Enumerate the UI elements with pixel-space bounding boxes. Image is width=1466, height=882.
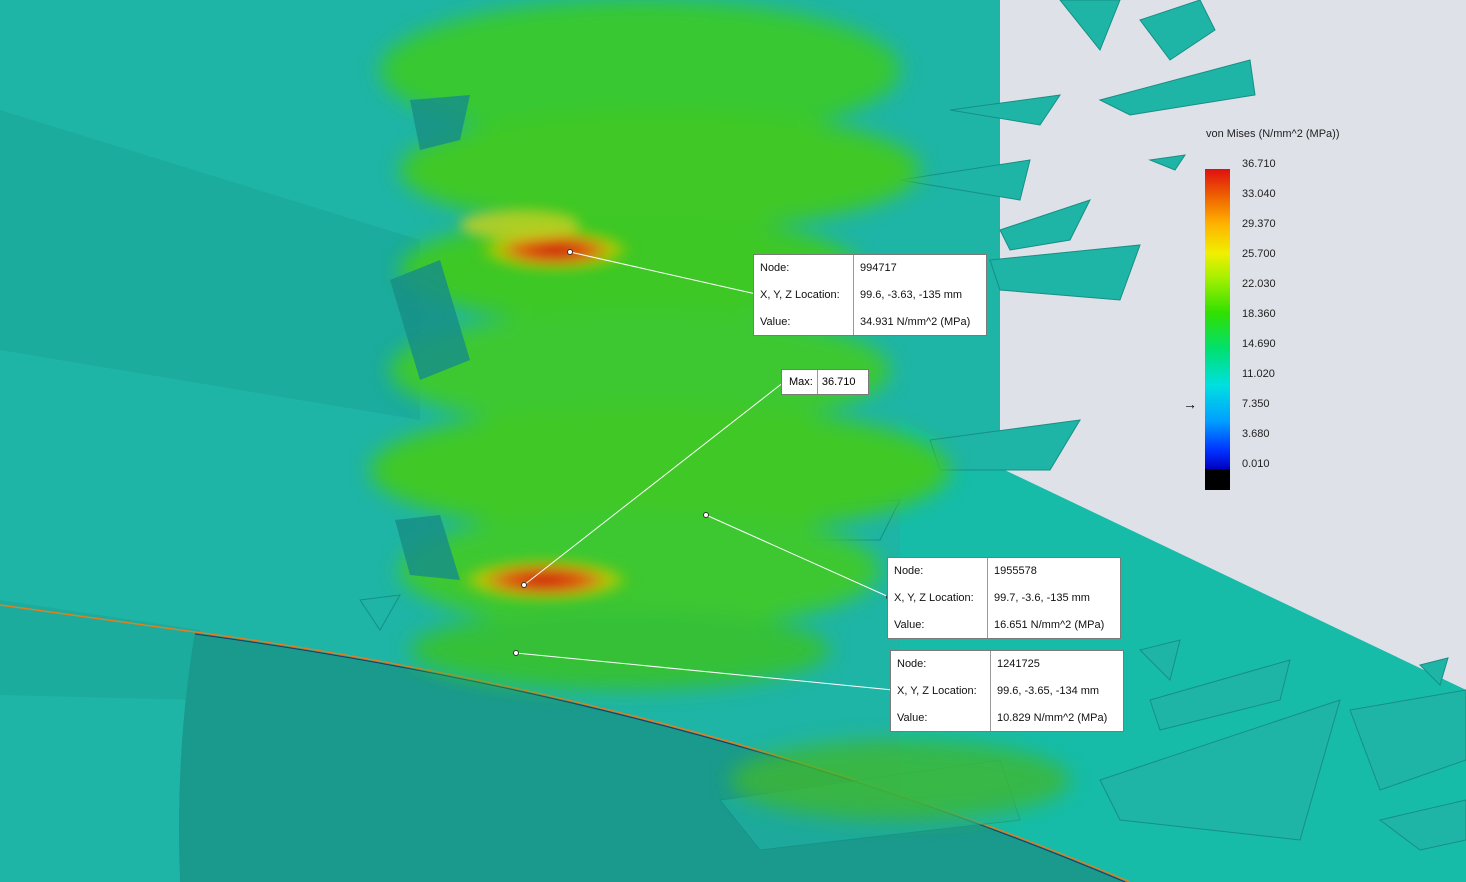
legend-tick-label: 0.010 [1242, 458, 1270, 470]
max-value: 36.710 [821, 376, 856, 388]
node-value: 1955578 [993, 565, 1037, 578]
stress-value: 34.931 N/mm^2 (MPa) [859, 315, 971, 328]
value-key: Value: [888, 611, 988, 638]
location-key: X, Y, Z Location: [891, 677, 991, 705]
model-face-shadow [0, 110, 420, 420]
legend-min-swatch [1205, 469, 1230, 490]
stress-value: 16.651 N/mm^2 (MPa) [993, 618, 1105, 631]
legend-title: von Mises (N/mm^2 (MPa)) [1206, 128, 1340, 140]
stress-field [370, 0, 1070, 820]
probe-label-3[interactable]: Node: 1241725 X, Y, Z Location: 99.6, -3.6… [890, 650, 1124, 732]
legend-tick-label: 3.680 [1242, 428, 1270, 440]
node-key: Node: [891, 651, 991, 678]
location-key: X, Y, Z Location: [754, 281, 854, 309]
legend-tick-label: 18.360 [1242, 308, 1276, 320]
max-label[interactable]: Max: 36.710 [781, 369, 869, 395]
legend-tick-label: 33.040 [1242, 188, 1276, 200]
probe-point-2 [703, 512, 709, 518]
location-value: 99.6, -3.63, -135 mm [859, 288, 963, 301]
stress-value: 10.829 N/mm^2 (MPa) [996, 711, 1108, 724]
legend-tick-label: 14.690 [1242, 338, 1276, 350]
value-key: Value: [891, 704, 991, 731]
probe-label-2[interactable]: Node: 1955578 X, Y, Z Location: 99.7, -3.6… [887, 557, 1121, 639]
node-value: 994717 [859, 262, 897, 275]
legend-tick-label: 36.710 [1242, 158, 1276, 170]
legend-tick-label: 29.370 [1242, 218, 1276, 230]
probe-label-1[interactable]: Node: 994717 X, Y, Z Location: 99.6, -3.63… [753, 254, 987, 336]
legend-tick-label: 22.030 [1242, 278, 1276, 290]
hotspots [455, 210, 635, 602]
legend-tick-label: 11.020 [1242, 368, 1275, 380]
location-value: 99.7, -3.6, -135 mm [993, 591, 1090, 604]
legend-color-bar[interactable] [1205, 169, 1230, 469]
value-key: Value: [754, 308, 854, 335]
legend-tick-label: 25.700 [1242, 248, 1276, 260]
max-key: Max: [782, 370, 818, 394]
node-value: 1241725 [996, 658, 1040, 671]
node-key: Node: [888, 558, 988, 585]
model-face-band [0, 600, 200, 700]
node-key: Node: [754, 255, 854, 282]
leader-lines [515, 251, 894, 691]
mesh-fragments [359, 0, 1466, 851]
max-point [521, 582, 527, 588]
cylinder-edge [0, 604, 1131, 882]
legend-indicator-arrow-icon[interactable]: → [1183, 396, 1197, 412]
location-key: X, Y, Z Location: [888, 584, 988, 612]
location-value: 99.6, -3.65, -134 mm [996, 684, 1100, 697]
probe-point-3 [513, 650, 519, 656]
probe-point-1 [567, 249, 573, 255]
legend-tick-label: 7.350 [1242, 398, 1270, 410]
